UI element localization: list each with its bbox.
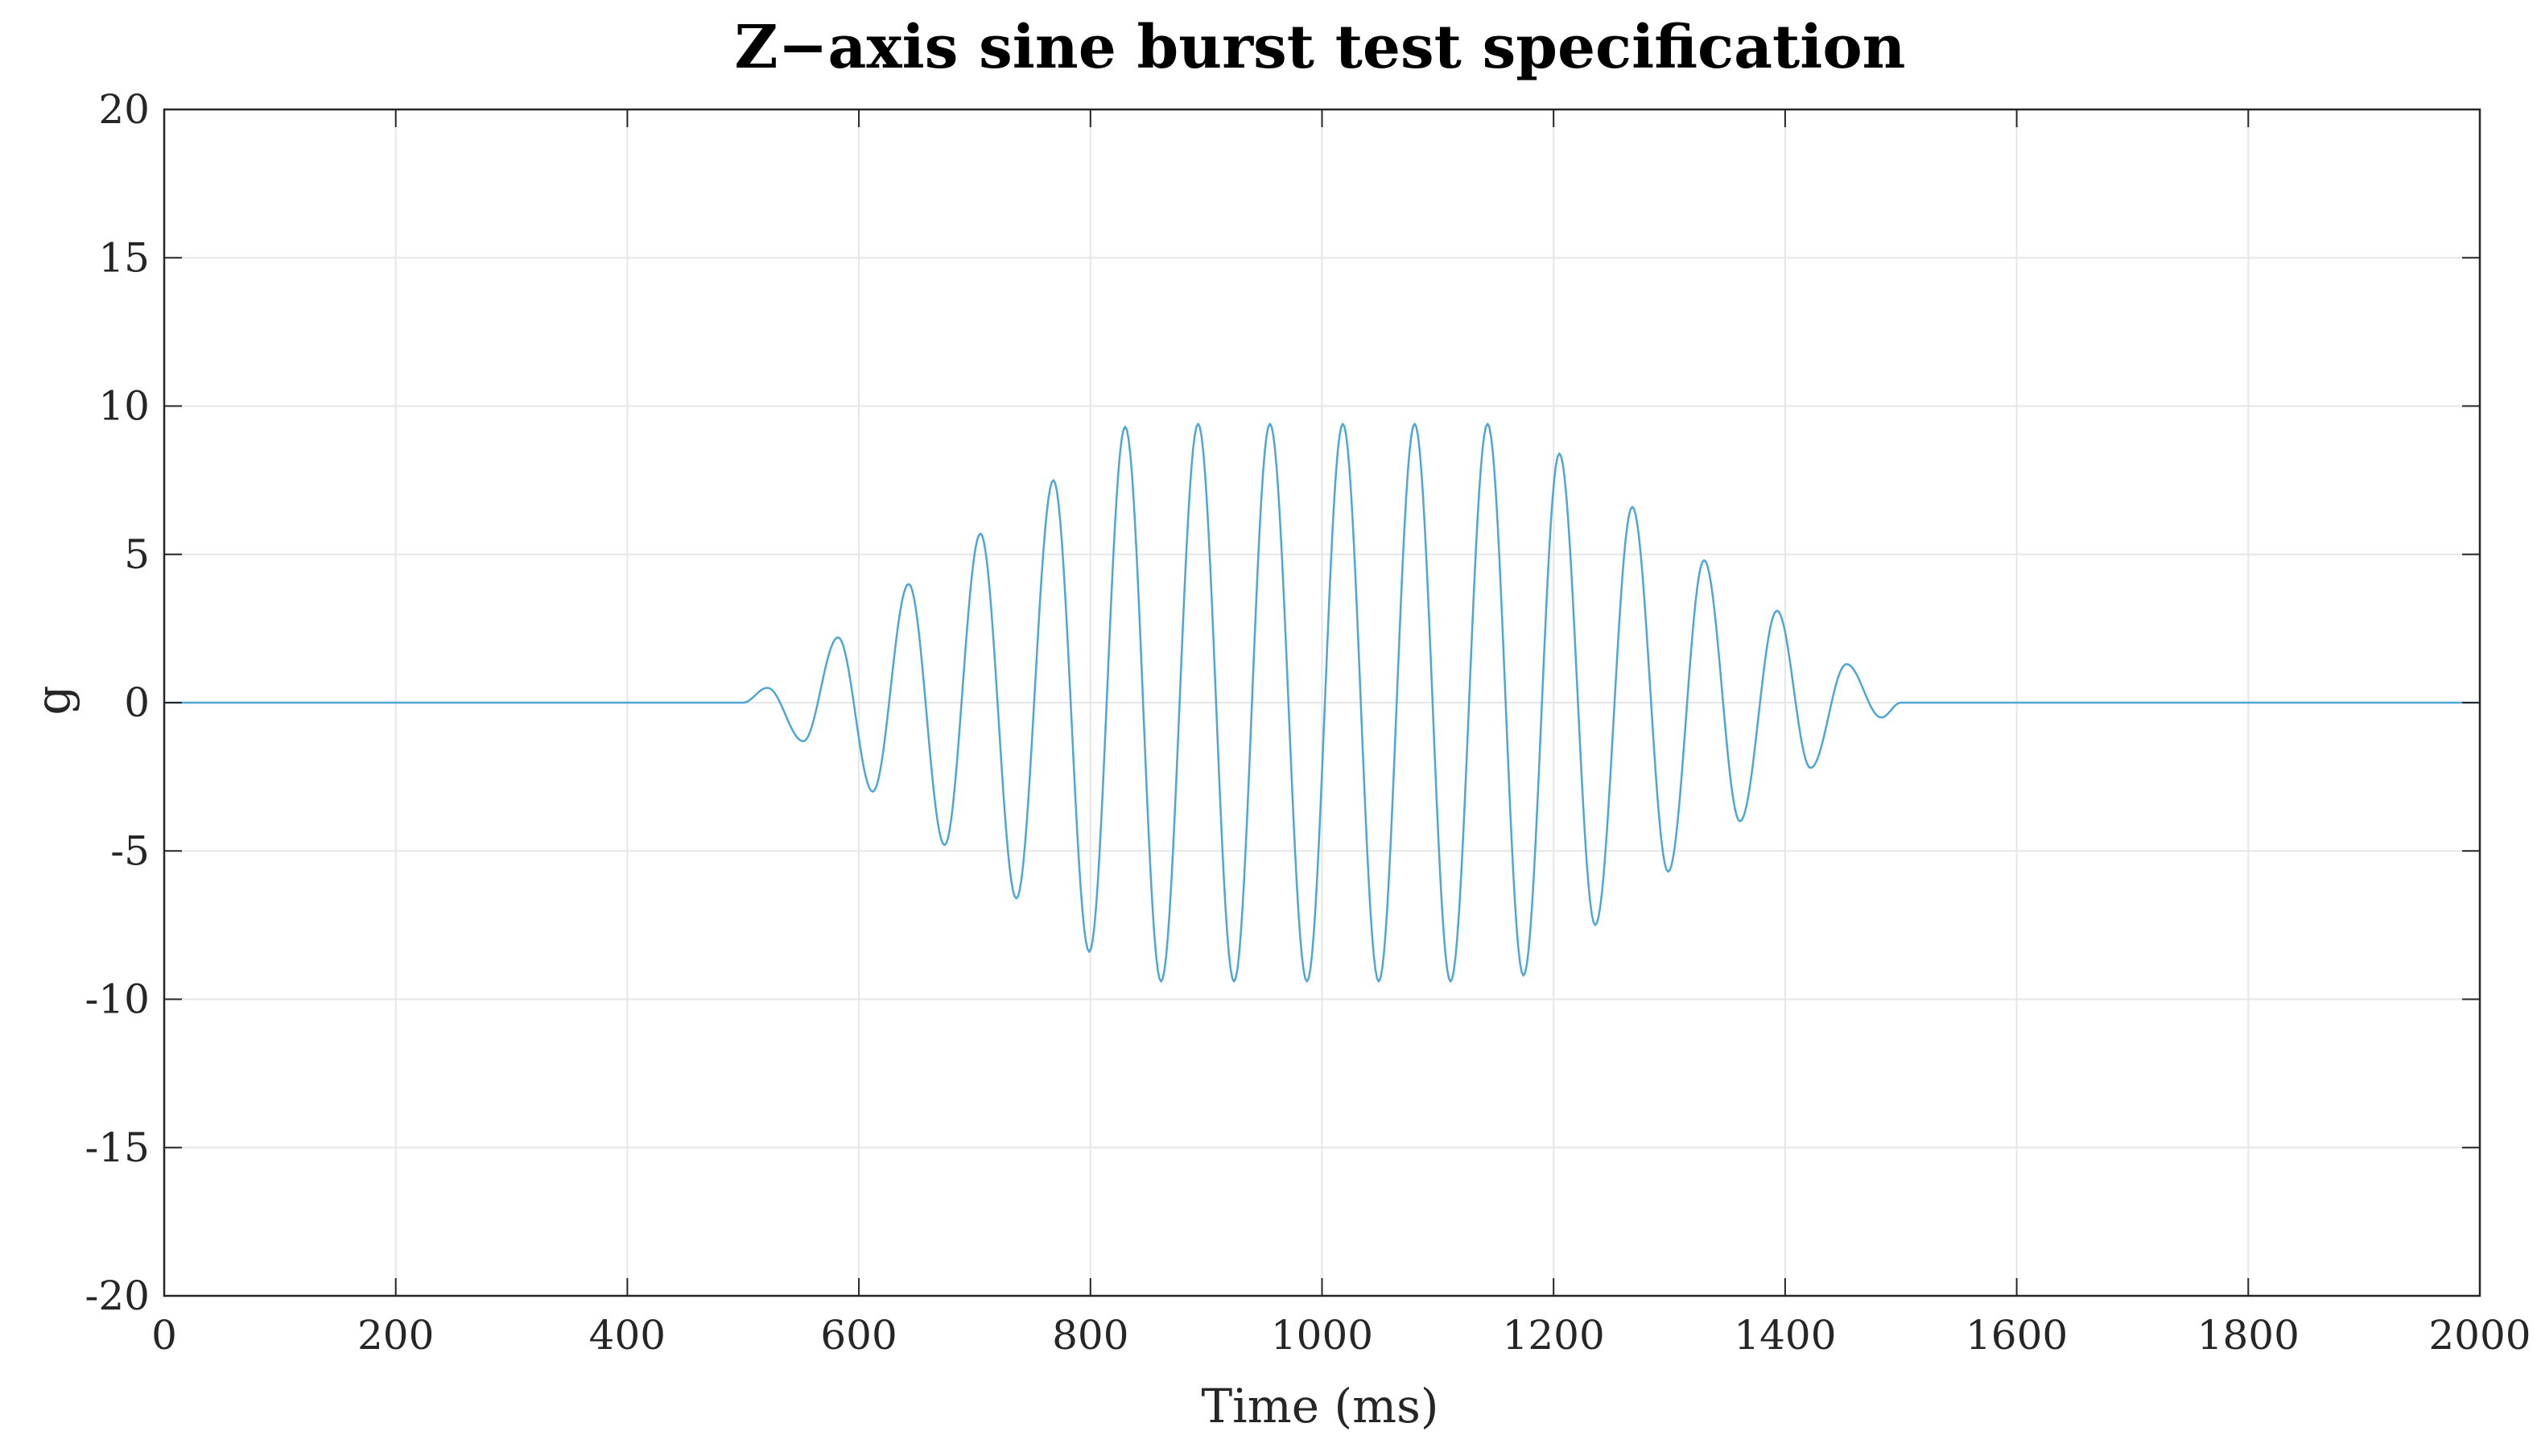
- x-tick-label: 1600: [1966, 1312, 2068, 1359]
- x-tick-label: 800: [1052, 1312, 1128, 1359]
- x-tick-label: 1200: [1503, 1312, 1605, 1359]
- series-layer: [164, 423, 2480, 983]
- x-tick-label: 200: [357, 1312, 434, 1359]
- x-tick-label: 600: [820, 1312, 897, 1359]
- series-line: [164, 423, 2480, 983]
- chart-title: Z−axis sine burst test specification: [735, 13, 1906, 82]
- x-tick-label: 1000: [1271, 1312, 1373, 1359]
- x-tick-label: 2000: [2428, 1312, 2531, 1359]
- y-tick-label: -10: [85, 976, 150, 1023]
- x-tick-label: 1400: [1734, 1312, 1836, 1359]
- x-tick-label: 0: [151, 1312, 177, 1359]
- y-tick-label: 15: [98, 234, 150, 281]
- y-tick-label: -5: [110, 827, 150, 874]
- y-tick-labels: 20 15 10 5 0 -5 -10 -15 -20: [85, 86, 150, 1319]
- x-tick-labels: 0 200 400 600 800 1000 1200 1400 1600 1800 2000: [151, 1312, 2531, 1359]
- y-axis-label: g: [26, 685, 80, 715]
- y-tick-label: -15: [85, 1124, 150, 1171]
- y-tick-label: 10: [98, 383, 150, 430]
- y-tick-label: -20: [85, 1272, 150, 1319]
- x-axis-label: Time (ms): [1201, 1379, 1438, 1433]
- y-tick-label: 0: [124, 679, 150, 726]
- x-tick-label: 1800: [2197, 1312, 2300, 1359]
- y-tick-label: 5: [124, 531, 150, 578]
- ticks: [163, 109, 2481, 1297]
- y-tick-label: 20: [98, 86, 150, 133]
- x-tick-label: 400: [589, 1312, 666, 1359]
